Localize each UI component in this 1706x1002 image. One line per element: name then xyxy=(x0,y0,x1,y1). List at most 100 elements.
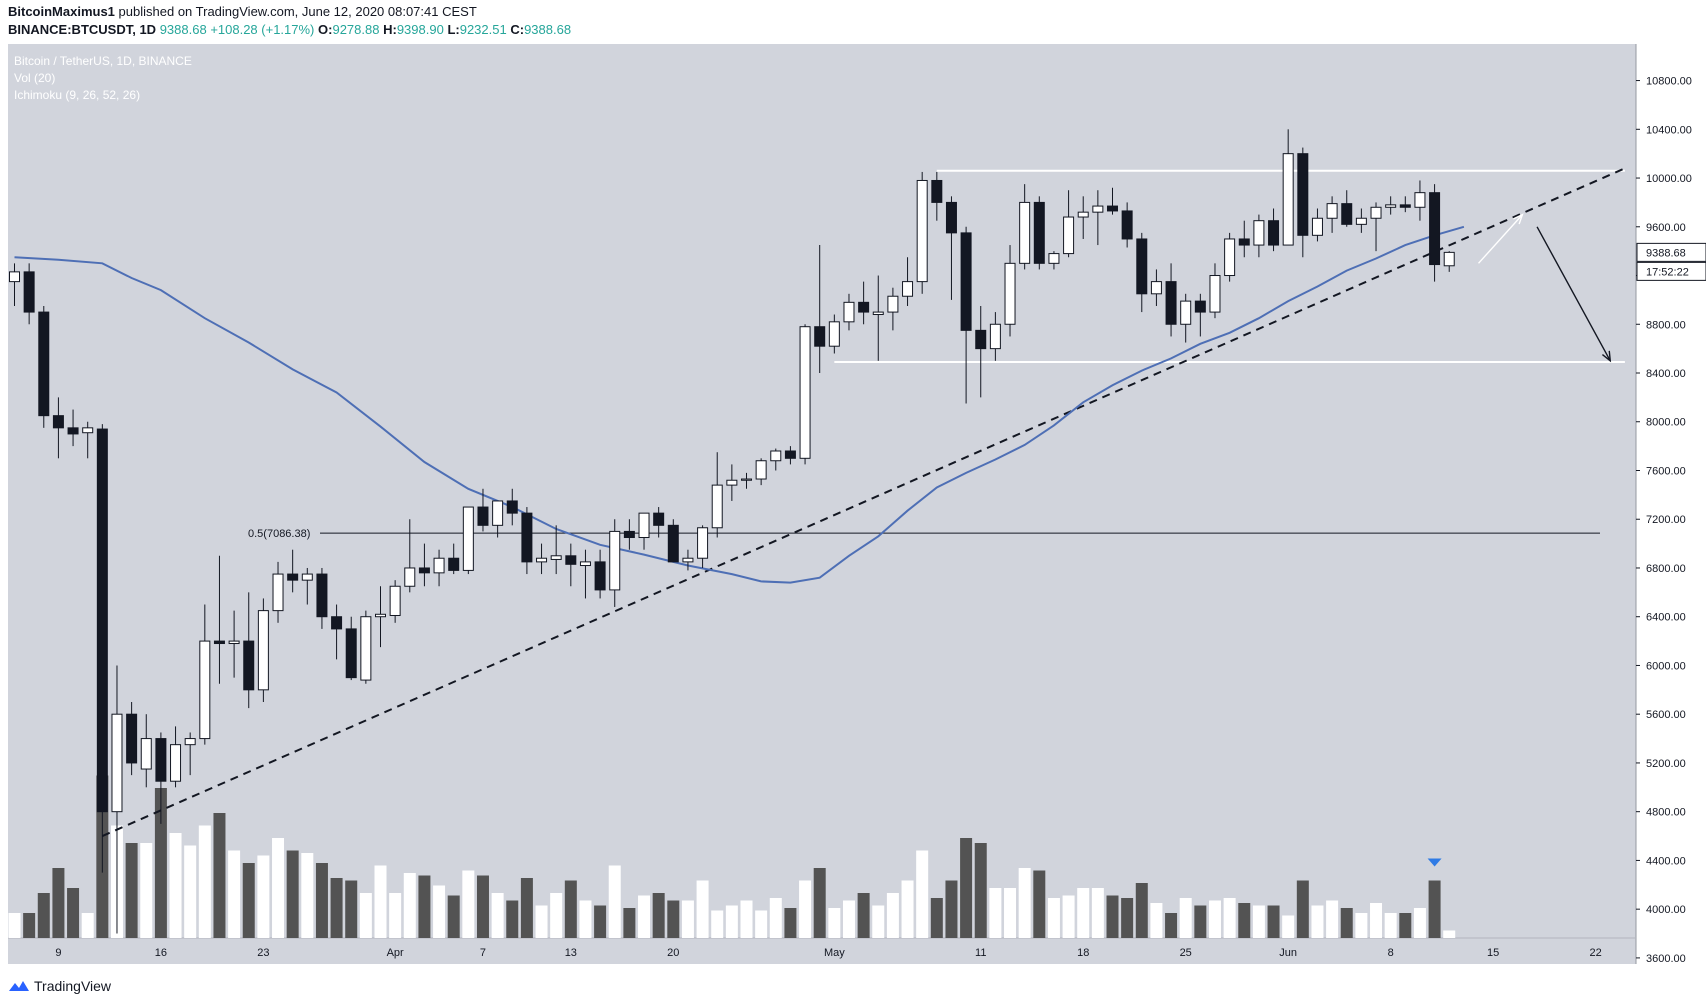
candle-body xyxy=(945,201,957,234)
volume-bar xyxy=(623,908,636,938)
plot-area[interactable] xyxy=(8,44,1636,964)
candle-body xyxy=(872,311,884,316)
projection-down-arrow xyxy=(1536,226,1611,362)
candle-body xyxy=(1429,192,1441,266)
volume-bar xyxy=(1413,908,1426,938)
candle-body xyxy=(301,573,313,581)
candles xyxy=(9,129,1455,934)
legend-ichimoku[interactable]: Ichimoku (9, 26, 52, 26) xyxy=(14,88,140,102)
candle-body xyxy=(199,640,211,740)
candle-body xyxy=(1443,251,1455,267)
volume-bar xyxy=(1047,898,1060,938)
volume-bar xyxy=(433,885,446,938)
volume-bar xyxy=(1326,900,1339,938)
volume-bar xyxy=(198,825,211,938)
volume-bar xyxy=(23,913,36,938)
volume-bar xyxy=(1311,905,1324,938)
volume-bar xyxy=(886,893,899,938)
candle-body xyxy=(1253,220,1265,246)
candle-body xyxy=(331,616,343,630)
candle-body xyxy=(52,415,64,429)
time-tick-label: 22 xyxy=(1589,947,1601,959)
candle-body xyxy=(931,179,943,203)
price-tag xyxy=(1636,242,1706,262)
candle-body xyxy=(741,478,752,481)
candle-body xyxy=(989,323,1001,350)
volume-bar xyxy=(520,878,533,938)
candle-body xyxy=(1326,203,1338,219)
candle-body xyxy=(1107,205,1118,212)
price-axis[interactable] xyxy=(1636,44,1706,964)
candle-body xyxy=(638,512,650,539)
candle-body xyxy=(1209,275,1221,313)
time-tick-label: 9 xyxy=(55,947,61,959)
symbol-label: BINANCE:BTCUSDT, 1D xyxy=(8,22,157,37)
candle-body xyxy=(975,329,987,350)
candle-body xyxy=(579,561,591,567)
candle-body xyxy=(1136,238,1148,295)
legend-symbol[interactable]: Bitcoin / TetherUS, 1D, BINANCE xyxy=(14,54,192,68)
volume-bar xyxy=(974,843,987,938)
candle-body xyxy=(843,301,855,323)
candle-body xyxy=(565,555,577,565)
publish-header: BitcoinMaximus1 published on TradingView… xyxy=(8,4,477,19)
candle-body xyxy=(1194,300,1206,313)
candle-body xyxy=(799,326,811,459)
candle-body xyxy=(1355,217,1367,225)
candle-body xyxy=(1150,281,1162,295)
volume-bar xyxy=(1238,903,1251,938)
candle-body xyxy=(1341,203,1353,225)
time-tick-label: 15 xyxy=(1487,947,1499,959)
price-tick-label: 5600.00 xyxy=(1646,709,1686,721)
candle-body xyxy=(960,232,972,331)
volume-bar xyxy=(52,868,65,938)
volume-bar xyxy=(828,908,841,938)
volume-bar xyxy=(154,788,167,938)
candle-body xyxy=(755,460,767,480)
candle-body xyxy=(404,567,416,587)
price-tick-label: 5200.00 xyxy=(1646,758,1686,770)
price-tick-label: 10800.00 xyxy=(1646,76,1692,88)
author-name[interactable]: BitcoinMaximus1 xyxy=(8,4,115,19)
candle-body xyxy=(858,301,870,313)
candle-body xyxy=(594,561,606,591)
volume-bar xyxy=(1282,915,1295,938)
candle-body xyxy=(653,512,665,526)
volume-bar xyxy=(769,898,782,938)
tradingview-logo[interactable]: TradingView xyxy=(8,978,111,994)
volume-bar xyxy=(1091,888,1104,938)
candle-body xyxy=(1385,204,1397,208)
volume-bar xyxy=(1165,913,1178,938)
candle-body xyxy=(1063,216,1075,255)
time-axis[interactable] xyxy=(8,938,1636,964)
candle-body xyxy=(82,427,94,434)
volume-bar xyxy=(359,893,372,938)
candle-body xyxy=(257,610,269,691)
legend-volume[interactable]: Vol (20) xyxy=(14,71,55,85)
volume-bar xyxy=(1004,888,1017,938)
volume-bar xyxy=(1121,898,1134,938)
volume-bar xyxy=(315,863,328,938)
projection-up-arrow-head xyxy=(1513,213,1524,225)
low-label: L: xyxy=(447,22,460,37)
price-tick-label: 4000.00 xyxy=(1646,904,1686,916)
candle-body xyxy=(38,311,50,417)
candle-body xyxy=(111,713,123,813)
volume-bar xyxy=(1252,905,1265,938)
candle-body xyxy=(521,512,533,563)
volume-bar xyxy=(1340,908,1353,938)
volume-bar xyxy=(755,910,768,938)
candle-body xyxy=(1019,201,1031,264)
candle-body xyxy=(1238,238,1250,246)
candle-body xyxy=(272,573,284,612)
price-tick-label: 8000.00 xyxy=(1646,417,1686,429)
candle-body xyxy=(814,326,826,347)
price-tick-label: 7600.00 xyxy=(1646,465,1686,477)
volume-bar xyxy=(799,880,812,938)
open-label: O: xyxy=(318,22,333,37)
volume-bar xyxy=(389,893,402,938)
volume-bar xyxy=(1179,898,1192,938)
last-price: 9388.68 xyxy=(159,22,207,37)
price-tick-label: 7200.00 xyxy=(1646,514,1686,526)
